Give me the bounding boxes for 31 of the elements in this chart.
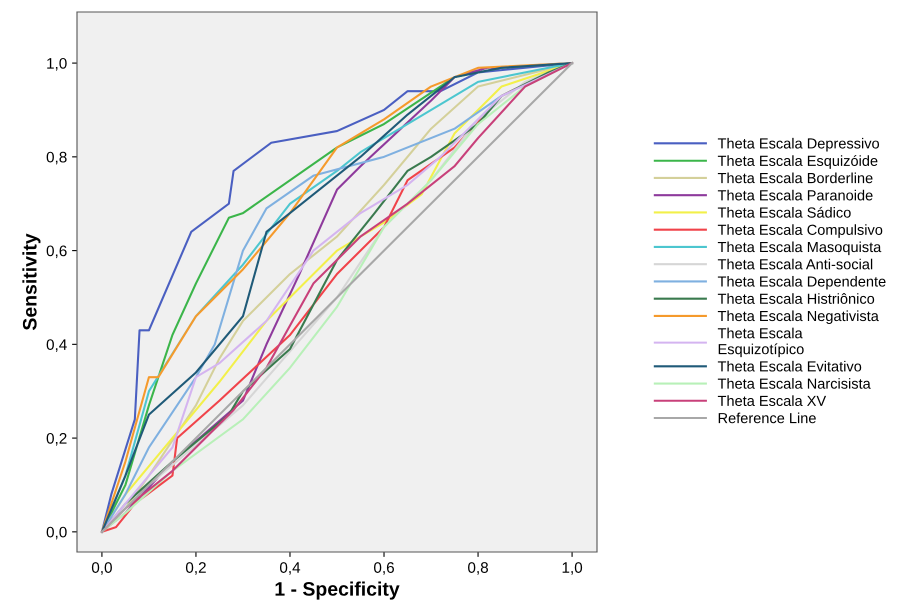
legend-label: Theta Escala Narcisista	[718, 378, 871, 389]
y-axis-title: Sensitivity	[22, 233, 40, 330]
legend-label: Theta Escala Dependente	[718, 276, 886, 290]
legend-label: Theta Escala Evitativo	[718, 360, 862, 372]
line-series	[100, 62, 574, 533]
legend-label: Theta Escala Borderline	[718, 172, 873, 184]
legend-label: Theta Escala Masoquista	[718, 241, 882, 256]
y-tick-label: 0,8	[46, 152, 67, 164]
x-axis-title: 1 - Specificity	[276, 582, 400, 600]
x-tick-label: 0,8	[468, 562, 488, 575]
y-tick-label: 0,2	[46, 432, 67, 446]
legend-label: Theta Escala Histriônico	[718, 293, 874, 304]
legend-label: Theta Escala Anti-social	[718, 258, 872, 270]
legend-label: Theta Escala Esquizotípico	[718, 328, 804, 358]
y-tick-label: 1,0	[47, 58, 67, 71]
y-tick-label: 0,4	[46, 339, 67, 352]
y-tick-label: 0,6	[46, 245, 67, 258]
legend-label: Theta Escala XV	[718, 395, 826, 406]
legend-label: Theta Escala Sádico	[718, 206, 851, 218]
x-tick-label: 0,2	[186, 562, 206, 575]
legend-label: Theta Escala Depressivo	[718, 138, 880, 152]
x-tick-label: 0,6	[374, 562, 394, 575]
legend-label: Reference Line	[718, 412, 816, 424]
x-tick-label: 1,0	[562, 562, 582, 575]
y-tick-label: 0,0	[46, 526, 67, 540]
legend-label: Theta Escala Esquizóide	[718, 155, 878, 169]
legend-label: Theta Escala Negativista	[718, 310, 879, 324]
legend-label: Theta Escala Paranoide	[718, 190, 873, 200]
legend-label: Theta Escala Compulsivo	[718, 224, 882, 238]
x-tick-label: 0,0	[92, 562, 112, 575]
x-tick-label: 0,4	[280, 562, 300, 575]
